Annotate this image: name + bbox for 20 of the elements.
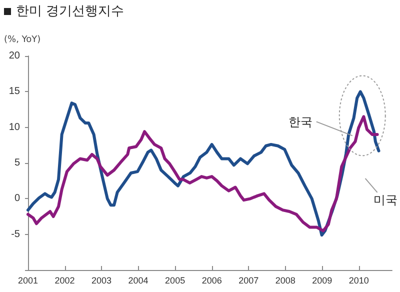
chart-title: 한미 경기선행지수 (16, 3, 124, 20)
y-axis-title: (%, YoY) (4, 35, 41, 45)
y-tick-label: 5 (14, 158, 20, 168)
x-tick-label: 2009 (312, 276, 332, 286)
y-tick-label: 10 (8, 122, 20, 133)
x-tick-label: 2001 (18, 276, 38, 286)
x-tick-label: 2003 (92, 276, 112, 286)
series-label: 한국 (288, 114, 312, 131)
y-tick-label: -5 (11, 228, 20, 240)
y-tick-label: 20 (8, 50, 20, 62)
y-tick-label: 0 (14, 193, 20, 204)
x-tick-label: 2005 (165, 276, 186, 286)
x-tick-label: 2002 (54, 276, 75, 286)
x-tick-label: 2004 (128, 276, 148, 286)
x-tick-label: 2010 (348, 276, 369, 286)
x-tick-label: 2007 (238, 276, 259, 286)
x-tick-label: 2006 (202, 276, 222, 286)
x-tick-label: 2008 (275, 276, 296, 286)
text: 미국 (373, 192, 398, 210)
y-tick-label: 15 (8, 86, 20, 98)
